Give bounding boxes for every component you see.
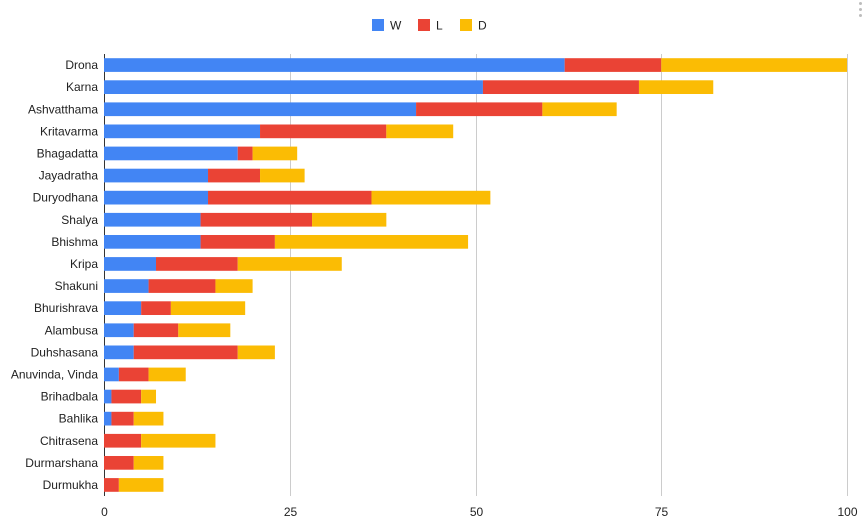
bar-l [133,323,179,338]
bar-d [237,345,275,360]
bar-d [312,212,387,227]
legend-swatch [460,19,472,31]
legend-label: L [436,19,443,33]
bar-l [133,345,238,360]
category-label: Drona [65,58,98,72]
x-axis-ticks: 0 25 50 75 100 [101,505,858,519]
bar-w [104,367,119,382]
x-tick-label: 25 [284,505,298,519]
bar-l [148,279,216,293]
bar-l [118,367,149,382]
bar-d [638,80,714,95]
bar-w [104,411,112,426]
category-label: Kritavarma [40,124,98,138]
bar-w [104,257,157,271]
category-label: Anuvinda, Vinda [11,367,99,381]
bar-l [104,455,134,470]
bar-l [237,146,253,161]
bar-d [148,367,186,382]
bar-d [237,257,342,271]
x-tick-label: 0 [101,505,108,519]
bar-d [178,323,231,338]
category-label: Chitrasena [40,434,98,448]
bar-l [482,80,639,95]
bar-d [133,411,164,426]
bar-d [118,478,164,492]
x-tick-label: 75 [655,505,669,519]
bar-d [371,190,491,205]
bar-d [141,389,157,404]
bars [104,58,847,492]
category-label: Shakuni [55,279,98,293]
bar-w [104,234,201,249]
bar-w [104,58,565,72]
category-label: Ashvatthama [28,102,98,116]
gridlines [104,54,848,496]
bar-d [260,168,305,183]
bar-w [104,279,149,293]
category-label: Bhishma [51,235,98,249]
bar-w [104,146,238,161]
more-options-icon[interactable] [857,2,863,20]
category-label: Bhagadatta [37,146,99,160]
bar-w [104,102,417,117]
bar-w [104,124,261,139]
bar-w [104,345,134,360]
legend-label: D [478,19,487,33]
bar-d [170,301,246,316]
category-label: Bhurishrava [34,301,98,315]
bar-w [104,389,112,404]
x-tick-label: 50 [470,505,484,519]
bar-l [111,411,134,426]
bar-l [260,124,387,139]
category-label: Jayadratha [39,169,99,183]
legend-label: W [390,19,402,33]
bar-d [215,279,253,293]
bar-l [208,168,261,183]
legend-swatch [372,19,384,31]
bar-w [104,323,134,338]
bar-d [661,58,847,72]
category-label: Duhshasana [31,345,99,359]
bar-w [104,190,209,205]
bar-l [156,257,238,271]
bar-l [416,102,543,117]
bar-d [133,455,164,470]
category-label: Durmukha [43,478,99,492]
bar-w [104,80,483,95]
bar-w [104,301,142,316]
bar-l [141,301,171,316]
category-label: Brihadbala [41,390,99,404]
bar-d [252,146,298,161]
bar-w [104,168,209,183]
bar-l [200,234,275,249]
bar-d [386,124,454,139]
category-label: Karna [66,80,98,94]
category-label: Alambusa [45,323,99,337]
category-labels: Drona Karna Ashvatthama Kritavarma Bhagadatt… [11,58,99,492]
category-label: Duryodhana [33,191,99,205]
category-label: Durmarshana [25,456,98,470]
bar-l [111,389,142,404]
bar-l [200,212,313,227]
category-label: Shalya [61,213,98,227]
bar-d [141,433,216,448]
bar-l [104,478,119,492]
x-tick-label: 100 [837,505,857,519]
bar-l [564,58,662,72]
bar-d [274,234,469,249]
bar-l [104,433,142,448]
bar-l [208,190,372,205]
bar-w [104,212,201,227]
bar-d [542,102,617,117]
category-label: Kripa [70,257,98,271]
legend-swatch [418,19,430,31]
category-label: Bahlika [59,412,99,426]
